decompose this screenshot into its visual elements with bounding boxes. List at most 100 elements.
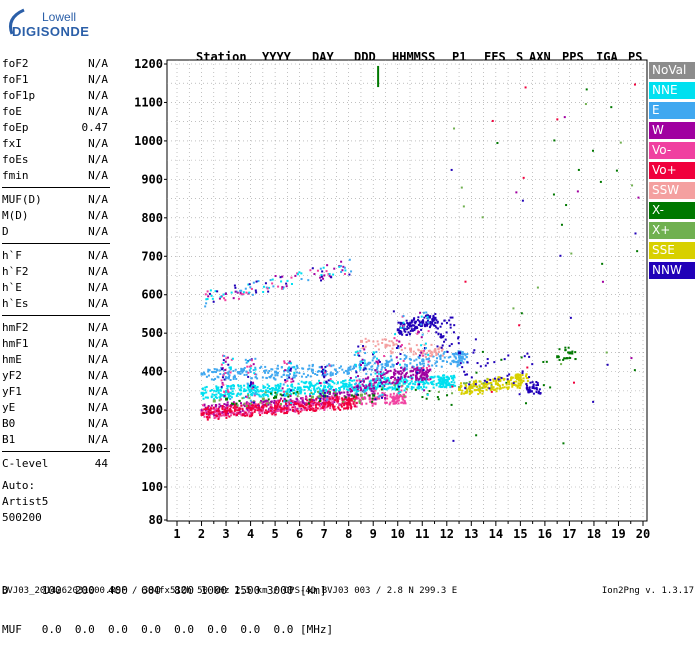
echo-dot xyxy=(271,282,274,285)
echo-dot xyxy=(393,337,396,340)
echo-dot xyxy=(258,395,261,398)
echo-dot xyxy=(392,381,395,384)
echo-dot xyxy=(427,363,430,366)
param-name: yE xyxy=(2,401,16,414)
echo-dot xyxy=(317,395,320,398)
echo-dot xyxy=(292,392,295,395)
echo-dot xyxy=(460,355,463,358)
echo-dot xyxy=(221,406,224,409)
echo-dot xyxy=(453,353,456,356)
echo-dot xyxy=(218,403,221,406)
echo-dot xyxy=(523,355,526,358)
echo-dot xyxy=(373,381,376,384)
echo-dot xyxy=(535,387,538,390)
echo-dot xyxy=(273,409,276,412)
echo-dot xyxy=(271,278,274,281)
echo-dot xyxy=(512,307,515,310)
echo-dot xyxy=(295,409,298,412)
echo-dot xyxy=(452,361,455,364)
x-tick-label: 11 xyxy=(415,527,429,541)
auto-code: 500200 xyxy=(2,511,42,524)
echo-dot xyxy=(316,390,319,393)
echo-dot xyxy=(557,355,560,358)
echo-dot xyxy=(388,380,391,383)
echo-dot xyxy=(376,340,379,343)
echo-dot xyxy=(385,364,388,367)
echo-dot xyxy=(422,381,425,384)
echo-dot xyxy=(432,380,435,383)
echo-dot xyxy=(283,392,286,395)
echo-dot xyxy=(313,401,316,404)
echo-dot xyxy=(327,390,330,393)
echo-dot xyxy=(338,390,341,393)
echo-dot xyxy=(207,410,210,413)
echo-dot xyxy=(410,328,413,331)
echo-dot xyxy=(250,384,253,387)
x-tick-label: 6 xyxy=(296,527,303,541)
echo-dot xyxy=(320,366,323,369)
echo-dot xyxy=(392,395,395,398)
echo-dot xyxy=(341,397,344,400)
echo-dot xyxy=(347,406,350,409)
echo-dot xyxy=(398,331,401,334)
echo-dot xyxy=(226,385,229,388)
echo-dot xyxy=(394,382,397,385)
echo-dot xyxy=(300,388,303,391)
param-value: N/A xyxy=(88,265,108,278)
echo-dot xyxy=(426,319,429,322)
echo-dot xyxy=(421,379,424,382)
echo-dot xyxy=(610,106,613,109)
echo-dot xyxy=(444,338,447,341)
echo-dot xyxy=(221,383,224,386)
echo-dot xyxy=(313,273,316,276)
echo-dot xyxy=(410,388,413,391)
echo-dot xyxy=(252,369,255,372)
echo-dot xyxy=(499,378,502,381)
param-separator xyxy=(2,187,110,188)
echo-dot xyxy=(377,343,380,346)
echo-dot xyxy=(402,326,405,329)
echo-dot xyxy=(565,204,568,207)
x-tick-label: 9 xyxy=(370,527,377,541)
echo-dot xyxy=(409,329,412,332)
echo-dot xyxy=(252,386,255,389)
echo-dot xyxy=(461,389,464,392)
echo-dot xyxy=(224,412,227,415)
echo-dot xyxy=(372,402,375,405)
echo-dot xyxy=(215,388,218,391)
echo-dot xyxy=(282,390,285,393)
echo-dot xyxy=(264,365,267,368)
echo-dot xyxy=(264,394,267,397)
echo-dot xyxy=(453,324,456,327)
echo-dot xyxy=(478,384,481,387)
param-name: hmE xyxy=(2,353,22,366)
echo-dot xyxy=(350,406,353,409)
echo-dot xyxy=(374,385,377,388)
echo-dot xyxy=(234,290,237,293)
echo-dot xyxy=(316,387,319,390)
echo-dot xyxy=(388,344,391,347)
echo-dot xyxy=(445,331,448,334)
echo-dot xyxy=(496,141,499,144)
echo-dot xyxy=(249,286,252,289)
echo-dot xyxy=(508,373,511,376)
echo-dot xyxy=(238,388,241,391)
echo-dot xyxy=(337,400,340,403)
echo-dot xyxy=(343,398,346,401)
echo-dot xyxy=(423,371,426,374)
echo-dot xyxy=(423,378,426,381)
footer: BVJ03_2014262031000.RSF / 384fx512h 50 k… xyxy=(2,586,698,596)
echo-dot xyxy=(320,279,323,282)
echo-dot xyxy=(567,351,570,354)
echo-dot xyxy=(344,379,347,382)
echo-dot xyxy=(283,409,286,412)
echo-dot xyxy=(388,340,391,343)
echo-point-nne xyxy=(323,385,327,389)
echo-dot xyxy=(250,401,253,404)
echo-dot xyxy=(349,376,352,379)
echo-dot xyxy=(510,382,513,385)
echo-dot xyxy=(286,279,289,282)
echo-dot xyxy=(403,329,406,332)
echo-dot xyxy=(464,354,467,357)
echo-dot xyxy=(267,389,270,392)
